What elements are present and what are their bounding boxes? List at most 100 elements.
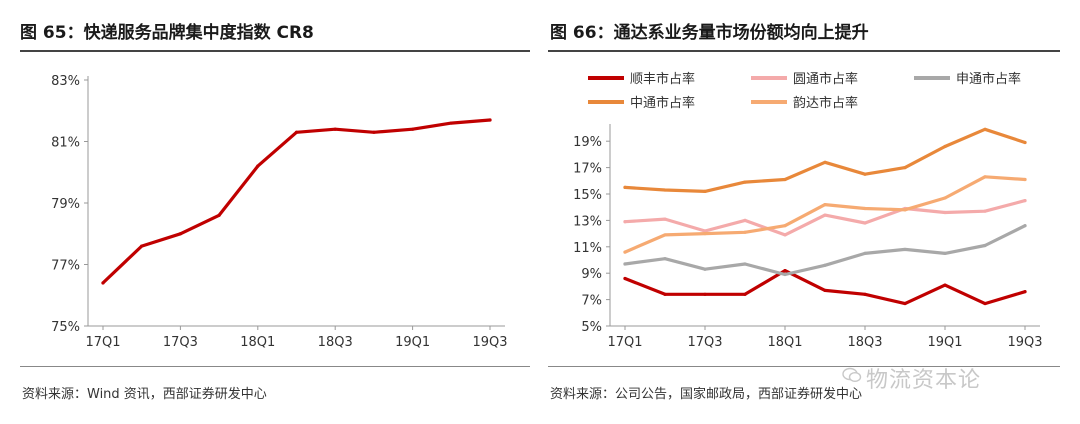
data-point [823,160,827,164]
left-figure-title: 图 65：快递服务品牌集中度指数 CR8 [20,23,314,43]
data-point [983,243,987,248]
series-line-CR8 [101,118,492,285]
data-point [1023,290,1027,294]
data-point [488,118,492,122]
wechat-icon [842,367,862,383]
data-point [863,172,867,176]
y-tick-label: 9% [581,267,602,282]
x-tick-label: 17Q1 [85,335,120,350]
data-point [823,202,827,207]
y-tick-label: 79% [51,197,80,212]
data-point [663,188,667,192]
x-tick-label: 18Q1 [240,335,275,350]
data-point [783,224,787,228]
data-point [256,164,260,168]
data-point [783,272,787,277]
data-point [178,232,182,236]
data-point [903,247,907,252]
data-point [863,251,867,255]
legend-label: 中通市占率 [630,95,695,111]
data-point [411,127,415,131]
x-tick-label: 17Q1 [607,335,642,350]
y-tick-label: 13% [573,214,602,229]
right-source-note: 资料来源：公司公告，国家邮政局，西部证券研发中心 [550,387,863,402]
right-figure-title: 图 66：通达系业务量市场份额均向上提升 [550,23,869,43]
data-point [823,288,827,292]
data-point [943,251,947,255]
data-point [863,221,867,225]
data-point [743,218,747,222]
series-line-中通市占率 [623,127,1027,193]
legend-label: 圆通市占率 [793,71,858,87]
data-point [783,233,787,237]
data-point [140,244,144,248]
x-tick-label: 19Q3 [472,335,507,350]
left-title-rule [20,50,530,52]
data-point [943,144,947,149]
data-point [863,292,867,296]
data-point [943,283,947,287]
x-tick-label: 18Q1 [767,335,802,350]
x-tick-label: 19Q1 [395,335,430,350]
y-tick-label: 15% [573,188,602,203]
data-point [1023,224,1027,228]
legend-label: 申通市占率 [956,71,1021,87]
data-point [743,292,747,296]
data-point [743,180,747,184]
right-title-rule [548,50,1060,52]
data-point [823,263,827,267]
data-point [623,250,627,254]
data-point [983,127,987,131]
data-point [903,301,907,306]
data-point [783,177,787,182]
data-point [703,232,707,236]
legend-label: 韵达市占率 [793,95,858,111]
data-point [943,210,947,215]
data-point [101,281,105,285]
data-point [623,276,627,281]
y-tick-label: 5% [581,320,602,335]
data-point [703,292,707,296]
data-point [1023,177,1027,182]
data-point [333,127,337,131]
data-point [663,233,667,237]
data-point [823,213,827,217]
y-tick-label: 11% [573,241,602,256]
legend-label: 顺丰市占率 [630,71,695,87]
y-tick-label: 75% [51,320,80,335]
data-point [983,175,987,179]
series-line-顺丰市占率 [623,269,1027,306]
y-tick-label: 7% [581,294,602,309]
data-point [663,292,667,296]
data-point [703,267,707,271]
x-tick-label: 18Q3 [318,335,353,350]
data-point [743,262,747,266]
left-source-rule [20,366,530,367]
y-tick-label: 83% [51,74,80,89]
left-source-note: 资料来源：Wind 资讯，西部证券研发中心 [22,387,267,402]
data-point [1023,140,1027,145]
data-point [903,208,907,212]
data-point [703,189,707,193]
data-point [863,206,867,211]
data-point [623,262,627,266]
data-point [449,121,453,125]
data-point [623,220,627,224]
data-point [1023,199,1027,203]
x-tick-label: 19Q3 [1007,335,1042,350]
data-point [663,257,667,261]
x-tick-label: 17Q3 [687,335,722,350]
data-point [783,268,787,273]
x-tick-label: 19Q1 [927,335,962,350]
data-point [372,130,376,134]
y-tick-label: 17% [573,162,602,177]
right-source-rule [548,366,1060,367]
y-tick-label: 77% [51,259,80,274]
x-tick-label: 17Q3 [163,335,198,350]
data-point [943,196,947,200]
watermark-text: 物流资本论 [866,368,982,393]
data-point [703,229,707,233]
cr8-line-chart: 75% 77% 79% 81% 83% 17Q1 17Q3 18Q1 18Q3 19Q1 19Q3 [51,74,507,350]
x-tick-label: 18Q3 [847,335,882,350]
data-point [983,301,987,306]
